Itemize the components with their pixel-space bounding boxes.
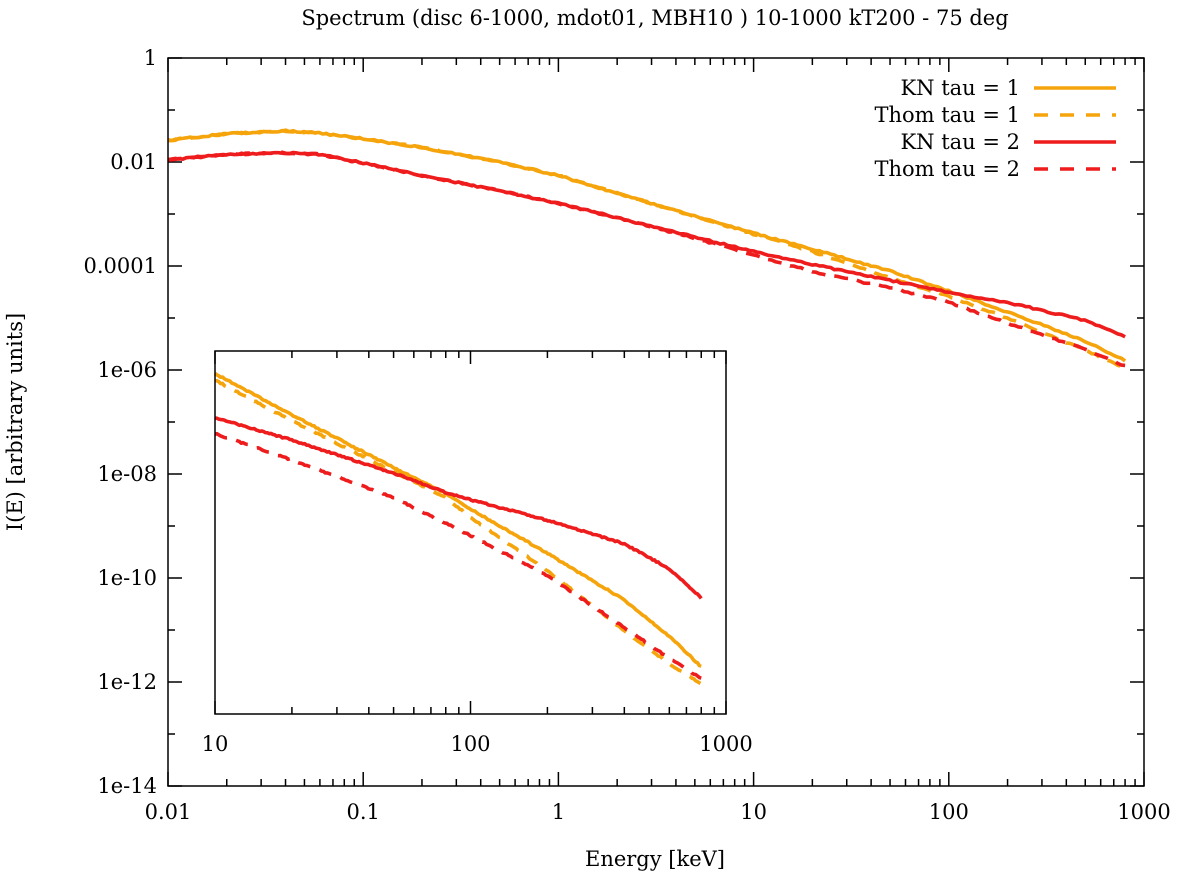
legend-label: Thom tau = 1 xyxy=(874,103,1020,127)
legend-label: KN tau = 1 xyxy=(900,76,1020,100)
x-tick-label: 0.01 xyxy=(145,800,192,824)
x-tick-label: 0.1 xyxy=(346,800,379,824)
y-axis-label: I(E) [arbitrary units] xyxy=(3,313,27,531)
inset-background xyxy=(215,351,726,714)
legend-label: Thom tau = 2 xyxy=(874,157,1020,181)
y-tick-label: 1e-06 xyxy=(97,358,157,382)
chart-title: Spectrum (disc 6-1000, mdot01, MBH10 ) 1… xyxy=(301,6,1008,30)
inset-x-tick-label: 100 xyxy=(450,732,490,756)
inset-series-line-thom-tau-1 xyxy=(214,378,703,686)
series-line-thom-tau-2 xyxy=(167,150,1126,368)
series-line-kn-tau-2 xyxy=(167,150,1126,339)
y-tick-label: 0.0001 xyxy=(84,254,157,278)
y-tick-label: 0.01 xyxy=(110,150,157,174)
inset-series-line-kn-tau-1 xyxy=(213,371,702,668)
inset-plot-area: 10 100 1000 xyxy=(202,350,753,756)
inset-series-line-thom-tau-2 xyxy=(214,431,702,680)
main-frame xyxy=(167,57,1145,787)
x-tick-label: 100 xyxy=(929,800,969,824)
legend-label: KN tau = 2 xyxy=(900,130,1020,154)
inset-x-tick-label: 1000 xyxy=(699,732,752,756)
inset-series-line-kn-tau-2 xyxy=(214,416,703,600)
x-tick-label: 1 xyxy=(552,800,565,824)
inset-x-tick-label: 10 xyxy=(202,732,229,756)
x-tick-label: 1000 xyxy=(1117,800,1170,824)
x-tick-label: 10 xyxy=(740,800,767,824)
y-tick-label: 1 xyxy=(144,46,157,70)
legend: KN tau = 1 Thom tau = 1 KN tau = 2 Thom tau… xyxy=(874,76,1116,181)
y-tick-label: 1e-12 xyxy=(97,670,157,694)
y-tick-label: 1e-14 xyxy=(97,774,157,798)
y-tick-label: 1e-08 xyxy=(97,462,157,486)
y-tick-label: 1e-10 xyxy=(97,566,157,590)
main-plot-area: 0.01 0.1 1 10 100 1000 1e-14 1e-12 1e-10 1e-08 1e-… xyxy=(84,46,1171,824)
x-axis-label: Energy [keV] xyxy=(585,847,725,871)
inset-frame xyxy=(214,350,727,715)
